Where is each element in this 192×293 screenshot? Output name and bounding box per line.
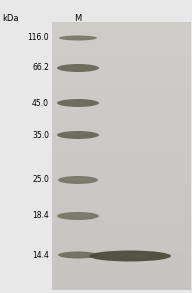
Ellipse shape xyxy=(63,214,93,217)
Text: M: M xyxy=(74,14,82,23)
Ellipse shape xyxy=(64,178,92,181)
Ellipse shape xyxy=(58,176,98,184)
Text: 35.0: 35.0 xyxy=(32,130,49,139)
Ellipse shape xyxy=(63,66,93,69)
Text: 116.0: 116.0 xyxy=(27,33,49,42)
Ellipse shape xyxy=(101,253,159,257)
Ellipse shape xyxy=(57,64,99,72)
Ellipse shape xyxy=(57,212,99,220)
Ellipse shape xyxy=(89,251,171,261)
Ellipse shape xyxy=(63,133,93,136)
Text: 45.0: 45.0 xyxy=(32,98,49,108)
Text: 18.4: 18.4 xyxy=(32,212,49,221)
Ellipse shape xyxy=(65,37,91,39)
Ellipse shape xyxy=(57,131,99,139)
Ellipse shape xyxy=(63,101,93,104)
Text: 25.0: 25.0 xyxy=(32,176,49,185)
Ellipse shape xyxy=(58,251,98,258)
Ellipse shape xyxy=(64,253,92,256)
Text: 66.2: 66.2 xyxy=(32,64,49,72)
Ellipse shape xyxy=(57,99,99,107)
Ellipse shape xyxy=(59,35,97,40)
Text: 14.4: 14.4 xyxy=(32,251,49,260)
Text: kDa: kDa xyxy=(2,14,18,23)
